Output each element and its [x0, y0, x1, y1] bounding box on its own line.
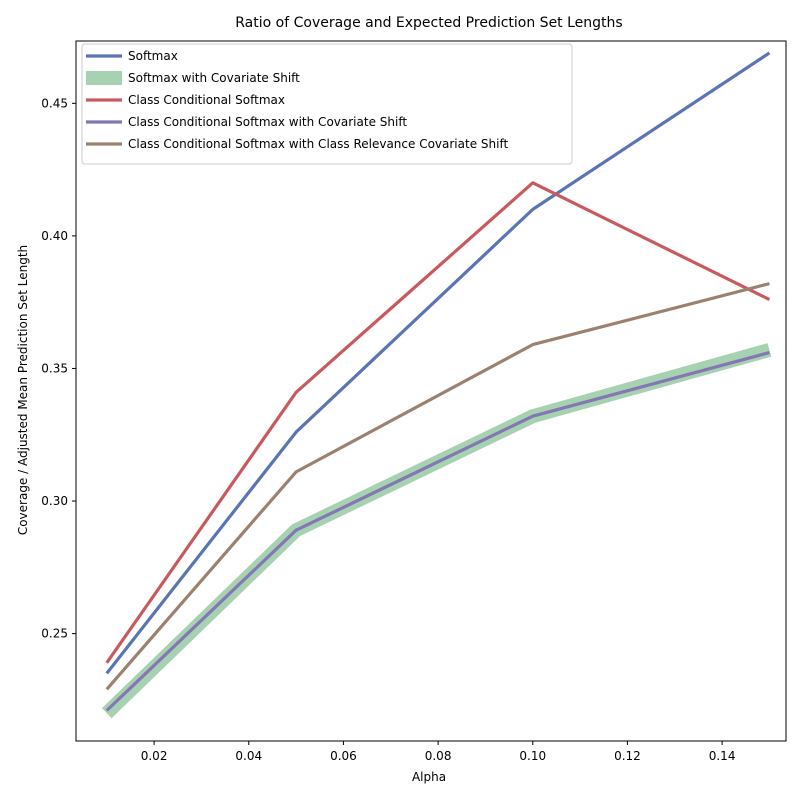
y-tick-label: 0.40	[41, 229, 68, 243]
series-line-softmax	[105, 51, 771, 675]
series-layer	[101, 51, 772, 719]
legend-label-softmax-with-covariate-shift: Softmax with Covariate Shift	[128, 71, 300, 85]
chart-title: Ratio of Coverage and Expected Predictio…	[235, 15, 622, 31]
x-axis-ticks: 0.02 0.04 0.06 0.08 0.10 0.12 0.14	[141, 741, 736, 763]
legend-label-class-conditional-softmax-with-covariate-shift: Class Conditional Softmax with Covariate…	[128, 115, 407, 129]
y-tick-label: 0.45	[41, 96, 68, 110]
plot-frame	[75, 40, 787, 742]
series-line-class-conditional-softmax-with-covariate-shift	[105, 351, 770, 712]
legend-label-class-conditional-softmax: Class Conditional Softmax	[128, 93, 285, 107]
x-tick-label: 0.10	[519, 749, 546, 763]
x-tick-label: 0.12	[614, 749, 641, 763]
x-tick-label: 0.08	[425, 749, 452, 763]
legend-box	[81, 43, 573, 165]
legend-label-class-conditional-softmax-with-class-relevance-covariate-shift: Class Conditional Softmax with Class Rel…	[128, 137, 508, 151]
x-tick-label: 0.14	[709, 749, 736, 763]
x-tick-label: 0.02	[141, 749, 168, 763]
y-tick-label: 0.25	[41, 627, 68, 641]
y-axis-label: Coverage / Adjusted Mean Prediction Set …	[16, 245, 30, 535]
legend-label-softmax: Softmax	[128, 49, 178, 63]
x-axis-label: Alpha	[412, 770, 446, 784]
x-tick-label: 0.04	[235, 749, 262, 763]
series-line-class-conditional-softmax	[105, 181, 771, 664]
series-line-class-conditional-softmax-with-class-relevance-covariate-shift	[105, 282, 770, 691]
y-tick-label: 0.35	[41, 361, 68, 375]
y-tick-label: 0.30	[41, 494, 68, 508]
y-axis-ticks: 0.25 0.30 0.35 0.40 0.45	[41, 96, 76, 641]
legend: Softmax Softmax with Covariate Shift Class…	[81, 43, 573, 165]
x-tick-label: 0.06	[330, 749, 357, 763]
